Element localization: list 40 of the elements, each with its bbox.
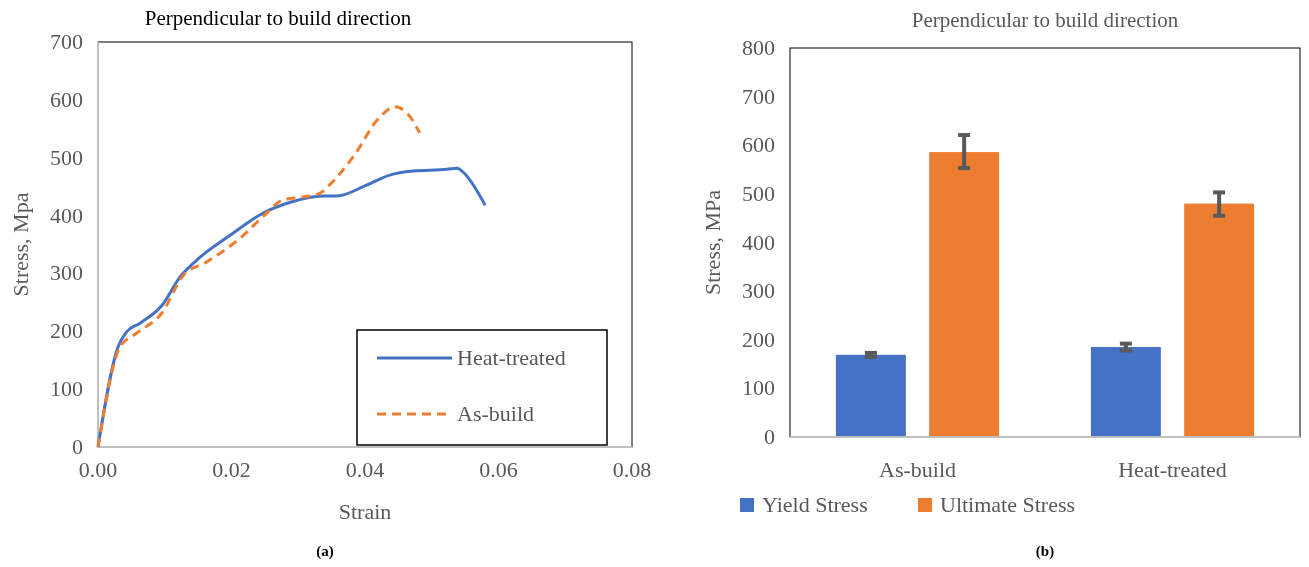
x-tick-label: 0.00	[78, 457, 118, 482]
x-tick-label: 0.02	[212, 457, 251, 482]
legend-label: Heat-treated	[457, 345, 566, 370]
text: (a)	[316, 543, 334, 560]
x-tick-label: 0.06	[479, 457, 518, 482]
y-tick-label: 300	[50, 260, 83, 286]
legend-label: Yield Stress	[762, 492, 868, 517]
y-tick-label: 300	[742, 278, 775, 304]
chart-title: Perpendicular to build direction	[911, 8, 1179, 32]
y-tick-label: 500	[742, 180, 775, 206]
x-tick-label: As-build	[879, 457, 956, 482]
bar	[1090, 347, 1161, 437]
line-series	[96, 105, 422, 449]
y-tick-label: 100	[742, 375, 775, 401]
text: (b)	[1035, 543, 1055, 560]
y-tick-label: 0	[72, 434, 83, 459]
y-tick-label: 600	[742, 132, 775, 158]
y-axis-title: Stress, MPa	[700, 189, 725, 296]
legend-label: As-build	[457, 401, 534, 426]
x-tick-label: Heat-treated	[1118, 457, 1227, 482]
bar	[1184, 203, 1255, 437]
x-axis-title: Strain	[338, 499, 392, 524]
y-tick-label: 200	[742, 326, 775, 352]
y-tick-label: 0	[764, 424, 775, 449]
y-tick-label: 600	[50, 86, 83, 112]
legend-label: Ultimate Stress	[940, 492, 1076, 517]
y-tick-label: 700	[50, 29, 83, 54]
x-tick-label: 0.08	[612, 457, 652, 482]
y-tick-label: 400	[742, 229, 775, 255]
y-tick-label: 200	[50, 318, 83, 344]
y-tick-label: 400	[50, 202, 83, 228]
bar	[929, 152, 1000, 437]
y-tick-label: 700	[742, 83, 775, 109]
bar	[835, 354, 906, 437]
x-tick-label: 0.04	[345, 457, 385, 482]
y-tick-label: 800	[742, 35, 775, 60]
y-axis-title: Stress, Mpa	[8, 192, 33, 297]
y-tick-label: 500	[50, 144, 83, 170]
y-tick-label: 100	[50, 376, 83, 402]
chart-title: Perpendicular to build direction	[144, 6, 412, 30]
